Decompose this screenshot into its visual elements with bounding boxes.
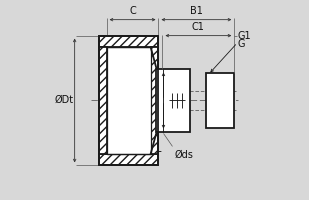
Text: C: C [129, 6, 136, 16]
Bar [99, 36, 159, 166]
Bar [150, 47, 159, 155]
Text: B1: B1 [190, 6, 203, 16]
Bar [206, 73, 234, 129]
Bar [99, 36, 159, 47]
Bar [156, 69, 190, 133]
Text: L: L [156, 144, 162, 154]
Bar [99, 155, 159, 166]
Text: ØDt: ØDt [54, 94, 74, 104]
Text: Øds: Øds [175, 149, 193, 159]
Text: G: G [238, 39, 245, 49]
Text: C1: C1 [192, 22, 205, 32]
Bar [99, 47, 107, 155]
Bar [107, 47, 150, 155]
Text: G1: G1 [238, 31, 252, 41]
